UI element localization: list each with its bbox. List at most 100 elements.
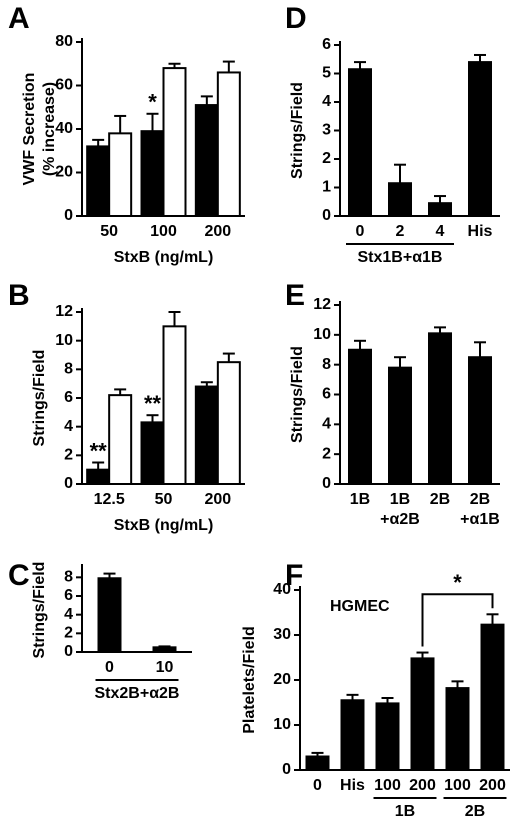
y-tick-label: 4: [64, 606, 73, 623]
bar: [86, 145, 111, 217]
bar: [410, 657, 435, 772]
bar: [86, 468, 111, 485]
y-tick-label: 12: [55, 303, 73, 320]
y-axis-label: Platelets/Field: [241, 626, 258, 734]
x-tick-label: 1B: [390, 491, 410, 508]
x-tick-label: His: [468, 223, 493, 240]
bar: [375, 702, 400, 772]
group-label: Stx2B+α2B: [95, 685, 180, 702]
y-tick-label: 8: [64, 361, 73, 378]
panel-letter: F: [285, 559, 303, 592]
y-axis-label: Strings/Field: [289, 346, 306, 443]
y-tick-label: 6: [64, 389, 73, 406]
x-tick-label: 100: [150, 223, 177, 240]
bar: [445, 687, 470, 771]
group-label: 2B: [465, 803, 485, 816]
y-tick-label: 2: [64, 625, 73, 642]
y-tick-label: 4: [322, 416, 331, 433]
x-tick-label: 0: [105, 659, 114, 676]
x-tick-label: 100: [444, 777, 471, 794]
x-tick-label: 1B: [350, 491, 370, 508]
x-tick-label: 4: [436, 223, 445, 240]
bar: [194, 104, 219, 217]
y-tick-label: 12: [313, 296, 331, 313]
bar: [216, 71, 241, 217]
x-tick-label: 2B: [470, 491, 490, 508]
x-tick-label: 0: [356, 223, 365, 240]
x-tick-label: 50: [155, 491, 173, 508]
bar: [428, 332, 452, 486]
x-axis-label: StxB (ng/mL): [114, 249, 214, 266]
annotation: *: [148, 90, 157, 115]
y-tick-label: 2: [322, 150, 331, 167]
y-tick-label: 8: [64, 569, 73, 586]
bar: [162, 67, 187, 217]
bar: [340, 699, 365, 771]
x-tick-label: 2B: [430, 491, 450, 508]
y-tick-label: 2: [64, 447, 73, 464]
annotation: *: [453, 570, 462, 595]
y-tick-label: 0: [64, 643, 73, 660]
y-tick-label: 20: [273, 671, 291, 688]
x-tick-label: His: [340, 777, 365, 794]
bar: [468, 61, 492, 217]
x-tick-label: 0: [313, 777, 322, 794]
panel-letter: A: [8, 2, 30, 35]
x-tick-label: +α1B: [460, 511, 500, 528]
y-axis-label: Strings/Field: [289, 82, 306, 179]
y-tick-label: 30: [273, 626, 291, 643]
bar: [108, 132, 133, 218]
group-label: Stx1B+α1B: [358, 249, 443, 266]
significance-bracket: [421, 593, 494, 647]
y-tick-label: 20: [55, 164, 73, 181]
panel-letter: B: [8, 279, 30, 312]
x-tick-label: 200: [479, 777, 506, 794]
x-tick-label: +α2B: [380, 511, 420, 528]
y-tick-label: 8: [322, 356, 331, 373]
x-tick-label: 2: [396, 223, 405, 240]
bar: [194, 385, 219, 485]
y-tick-label: 80: [55, 33, 73, 50]
y-tick-label: 4: [322, 93, 331, 110]
y-tick-label: 10: [273, 716, 291, 733]
y-tick-label: 40: [273, 581, 291, 598]
panel-letter: C: [8, 559, 30, 592]
y-tick-label: 10: [55, 332, 73, 349]
x-axis-label: StxB (ng/mL): [114, 517, 214, 534]
bar: [162, 325, 187, 486]
y-tick-label: 6: [64, 587, 73, 604]
x-tick-label: 12.5: [94, 491, 125, 508]
bar: [140, 421, 165, 486]
bar: [348, 68, 372, 217]
x-tick-label: 200: [409, 777, 436, 794]
bar: [140, 130, 165, 217]
x-tick-label: 200: [204, 491, 231, 508]
y-tick-label: 0: [322, 475, 331, 492]
y-axis-label: VWF Secretion: [21, 73, 38, 186]
annotation: HGMEC: [330, 598, 390, 615]
y-axis-label: (% increase): [41, 82, 58, 176]
panel-letter: E: [285, 279, 305, 312]
y-tick-label: 0: [64, 475, 73, 492]
x-tick-label: 200: [204, 223, 231, 240]
y-tick-label: 3: [322, 122, 331, 139]
bar: [468, 356, 492, 486]
bar: [388, 182, 412, 218]
y-tick-label: 6: [322, 386, 331, 403]
x-tick-label: 100: [374, 777, 401, 794]
y-tick-label: 60: [55, 77, 73, 94]
bar: [348, 348, 372, 485]
bar: [108, 394, 133, 485]
group-label: 1B: [395, 803, 415, 816]
annotation: **: [144, 391, 162, 416]
y-tick-label: 40: [55, 120, 73, 137]
bar: [480, 623, 505, 772]
annotation: **: [90, 438, 108, 463]
bar: [305, 755, 330, 771]
y-axis-label: Strings/Field: [31, 350, 48, 447]
y-tick-label: 6: [322, 36, 331, 53]
y-tick-label: 10: [313, 326, 331, 343]
bar: [428, 202, 452, 218]
y-tick-label: 0: [322, 207, 331, 224]
bar: [216, 361, 241, 485]
